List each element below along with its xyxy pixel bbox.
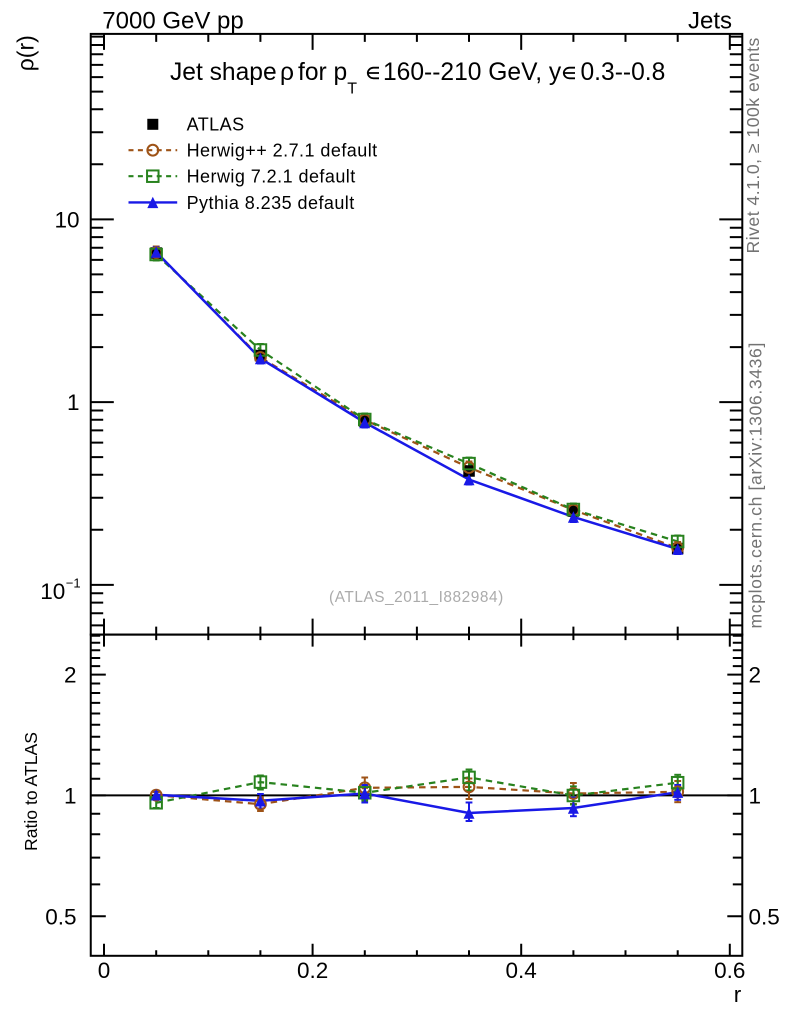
svg-text:Pythia 8.235 default: Pythia 8.235 default — [187, 193, 355, 213]
svg-text:1: 1 — [67, 390, 80, 415]
svg-text:r: r — [734, 982, 742, 1007]
svg-text:Jets: Jets — [688, 8, 732, 35]
svg-text:160--210 GeV, y: 160--210 GeV, y — [383, 59, 562, 86]
svg-text:ρ: ρ — [280, 59, 294, 86]
svg-text:10: 10 — [40, 579, 65, 604]
svg-text:0.3--0.8: 0.3--0.8 — [581, 59, 666, 86]
svg-text:(ATLAS_2011_I882984): (ATLAS_2011_I882984) — [329, 589, 504, 606]
svg-text:for p: for p — [298, 59, 347, 86]
svg-text:ATLAS: ATLAS — [187, 115, 245, 135]
svg-text:0: 0 — [98, 958, 111, 983]
svg-text:0.5: 0.5 — [749, 904, 780, 929]
svg-text:Ratio to ATLAS: Ratio to ATLAS — [21, 732, 41, 851]
svg-text:1: 1 — [64, 784, 77, 809]
svg-text:Herwig 7.2.1 default: Herwig 7.2.1 default — [187, 167, 356, 187]
svg-text:mcplots.cern.ch [arXiv:1306.34: mcplots.cern.ch [arXiv:1306.3436] — [746, 342, 766, 628]
svg-text:0.4: 0.4 — [506, 958, 537, 983]
svg-text:T: T — [347, 81, 357, 98]
svg-text:7000 GeV pp: 7000 GeV pp — [102, 8, 243, 35]
svg-text:10: 10 — [54, 208, 79, 233]
svg-text:Rivet 4.1.0, ≥ 100k events: Rivet 4.1.0, ≥ 100k events — [743, 37, 763, 253]
svg-text:−1: −1 — [66, 575, 81, 590]
svg-text:0.2: 0.2 — [297, 958, 328, 983]
svg-text:1: 1 — [749, 784, 762, 809]
svg-text:Herwig++ 2.7.1 default: Herwig++ 2.7.1 default — [187, 141, 378, 161]
svg-text:ρ(r): ρ(r) — [12, 35, 38, 71]
svg-text:0.5: 0.5 — [45, 904, 76, 929]
svg-text:0.6: 0.6 — [714, 958, 745, 983]
svg-text:2: 2 — [749, 663, 762, 688]
svg-text:2: 2 — [64, 663, 77, 688]
svg-text:Jet shape: Jet shape — [170, 59, 277, 86]
